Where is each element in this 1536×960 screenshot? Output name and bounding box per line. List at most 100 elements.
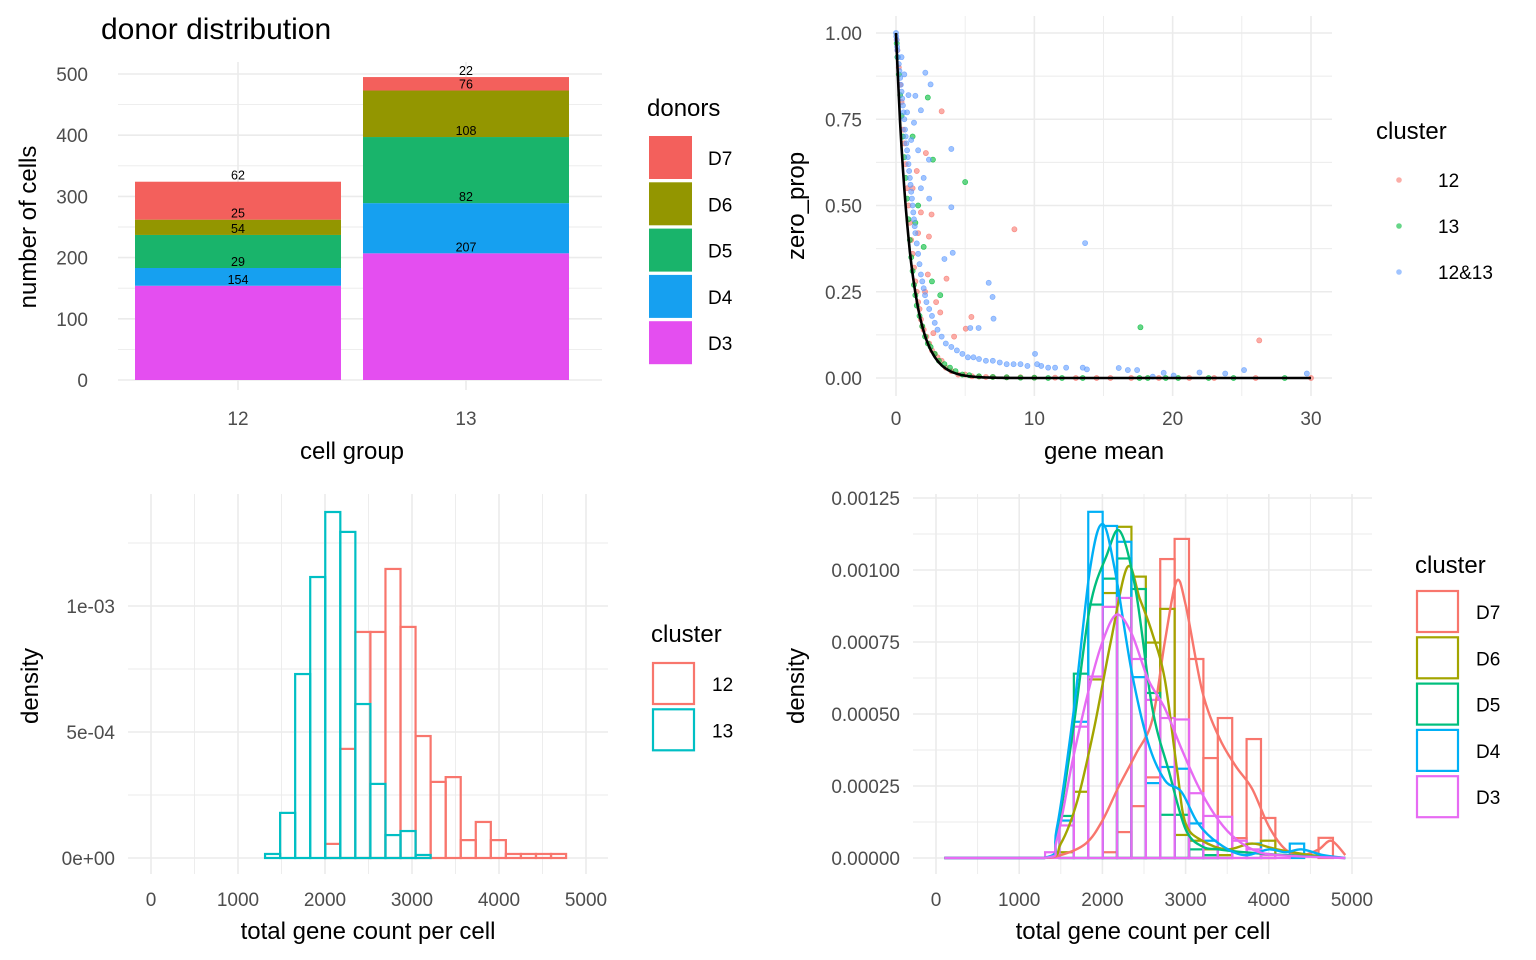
scatter-point-12-13 bbox=[907, 181, 914, 188]
donor-legend-label: D6 bbox=[708, 195, 732, 216]
cluster-hist-bar-13 bbox=[309, 575, 327, 860]
scatter-point-12-13 bbox=[1052, 364, 1058, 371]
scatter-point-12-13 bbox=[923, 299, 930, 305]
scatter-point-12-13 bbox=[989, 294, 996, 300]
scatter-y-axis-title: zero_prop bbox=[783, 152, 810, 260]
donor-hist-legend-title: cluster bbox=[1415, 552, 1486, 579]
scatter-legend-label: 13 bbox=[1438, 217, 1459, 238]
donor-hist-legend-label: D7 bbox=[1476, 603, 1500, 624]
donor-legend-label: D4 bbox=[708, 288, 733, 309]
donor-bar-label: 207 bbox=[456, 240, 477, 254]
donor-bar-label: 29 bbox=[231, 255, 245, 269]
donor-hist-legend-label: D6 bbox=[1476, 649, 1500, 670]
donor-hist-bar-d5 bbox=[1187, 848, 1205, 860]
donor-bar-segment-d7 bbox=[135, 181, 341, 220]
scatter-point-12-13 bbox=[902, 133, 909, 140]
donor-hist-legend-swatch-d5 bbox=[1415, 682, 1460, 726]
donor-hist-bar-d7 bbox=[1144, 776, 1162, 860]
cluster-hist-bar-13 bbox=[414, 853, 432, 860]
zero-prop-scatter-panel: 0.00 0.25 0.50 0.75 1.00 0 10 20 30 gene mean ze… bbox=[783, 16, 1493, 465]
scatter-point-12-13 bbox=[905, 161, 912, 167]
donor-y-tick-label: 0 bbox=[77, 371, 88, 392]
cluster-hist-x-tick-label: 1000 bbox=[217, 890, 259, 911]
donor-y-axis-title: number of cells bbox=[15, 146, 42, 309]
scatter-point-12-13 bbox=[1160, 369, 1167, 376]
cluster-hist-bar-12 bbox=[384, 567, 402, 860]
cluster-hist-bar-12 bbox=[444, 776, 462, 860]
donor-hist-y-tick-label: 0.00000 bbox=[831, 849, 900, 870]
scatter-point-12-13 bbox=[912, 92, 919, 99]
scatter-point-12-13 bbox=[942, 340, 949, 347]
scatter-point-13 bbox=[924, 94, 931, 101]
scatter-point-12-13 bbox=[949, 249, 956, 256]
scatter-point-12-13 bbox=[934, 326, 941, 333]
donor-legend-swatch-d5 bbox=[649, 228, 692, 272]
donor-bar-label: 25 bbox=[231, 207, 245, 221]
donor-hist-x-tick-label: 1000 bbox=[998, 890, 1040, 911]
cluster-hist-legend-label: 13 bbox=[712, 721, 733, 742]
scatter-point-12 bbox=[943, 275, 950, 282]
cluster-hist-bar-13 bbox=[339, 530, 357, 860]
scatter-point-12-13 bbox=[904, 154, 911, 161]
donor-hist-legend-swatch-d6 bbox=[1415, 636, 1460, 680]
cluster-hist-x-tick-label: 5000 bbox=[565, 890, 607, 911]
scatter-point-12-13 bbox=[902, 126, 908, 133]
scatter-point-12-13 bbox=[903, 140, 910, 147]
scatter-point-13 bbox=[962, 179, 969, 185]
scatter-point-12-13 bbox=[909, 195, 915, 202]
donor-legend-swatch-d3 bbox=[649, 321, 692, 365]
scatter-point-12-13 bbox=[975, 325, 982, 331]
donor-bar-label: 82 bbox=[459, 190, 473, 204]
donor-bar-segment-d4 bbox=[363, 203, 569, 254]
donor-hist-x-tick-label: 3000 bbox=[1164, 890, 1206, 911]
scatter-point-12-13 bbox=[916, 261, 923, 268]
donor-bar-segment-d5 bbox=[135, 234, 341, 269]
scatter-y-tick-label: 1.00 bbox=[825, 24, 862, 45]
scatter-point-12-13 bbox=[926, 156, 932, 163]
cluster-hist-bar-12 bbox=[549, 852, 568, 860]
cluster-hist-x-axis-title: total gene count per cell bbox=[241, 918, 496, 945]
scatter-point-12-13 bbox=[915, 250, 922, 257]
scatter-point-12-13 bbox=[970, 354, 977, 361]
cluster-hist-bar-12 bbox=[474, 820, 492, 860]
cluster-hist-bar-12 bbox=[414, 734, 432, 860]
donor-bar-segment-d4 bbox=[135, 268, 341, 286]
cluster-hist-legend: cluster 12 13 bbox=[651, 621, 733, 752]
cluster-hist-bar-12 bbox=[534, 852, 553, 860]
cluster-hist-bar-12 bbox=[489, 839, 507, 860]
cluster-hist-x-tick-label: 2000 bbox=[304, 890, 346, 911]
cluster-hist-legend-swatch-13 bbox=[651, 708, 696, 752]
cluster-hist-bar-13 bbox=[263, 852, 282, 860]
donor-hist-bar-d3 bbox=[1115, 596, 1133, 860]
scatter-point-12-13 bbox=[918, 107, 924, 114]
cluster-hist-bar-12 bbox=[399, 625, 417, 860]
donor-hist-density-curve-d6 bbox=[944, 564, 1346, 860]
scatter-point-12-13 bbox=[922, 69, 929, 76]
scatter-point-12-13 bbox=[1303, 370, 1310, 377]
scatter-point-12-13 bbox=[1032, 350, 1038, 357]
donor-bar-segment-d5 bbox=[363, 137, 569, 204]
donor-hist-density-curves bbox=[944, 522, 1347, 860]
donor-legend-label: D5 bbox=[708, 242, 732, 263]
cluster-hist-legend-title: cluster bbox=[651, 621, 722, 648]
scatter-point-12 bbox=[938, 108, 945, 115]
scatter-point-12-13 bbox=[926, 306, 933, 312]
cluster-hist-bar-12 bbox=[519, 852, 538, 860]
scatter-point-12-13 bbox=[976, 356, 982, 362]
scatter-x-tick-label: 20 bbox=[1162, 409, 1183, 430]
donor-hist-bar-d7 bbox=[1115, 830, 1133, 860]
scatter-legend-title: cluster bbox=[1376, 118, 1447, 145]
donor-hist-bars bbox=[1043, 510, 1335, 860]
cluster-histogram-panel: 0e+00 5e-04 1e-03 0 1000 2000 3000 4000 5000 tot… bbox=[17, 494, 733, 945]
scatter-point-12-13 bbox=[910, 209, 917, 216]
cluster-hist-y-tick-label: 1e-03 bbox=[66, 597, 115, 618]
scatter-point-12-13 bbox=[1134, 367, 1141, 373]
scatter-point-12-13 bbox=[948, 204, 955, 211]
donor-legend-label: D3 bbox=[708, 334, 732, 355]
scatter-point-12 bbox=[968, 314, 975, 320]
donor-hist-density-curve-d4 bbox=[944, 522, 1346, 860]
cluster-hist-legend-swatch-12 bbox=[651, 661, 696, 706]
donor-hist-legend-label: D5 bbox=[1476, 696, 1500, 717]
